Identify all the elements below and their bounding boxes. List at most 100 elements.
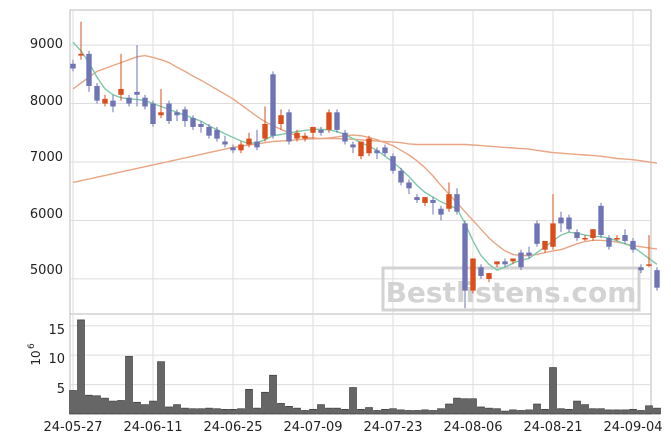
volume-bar	[237, 408, 245, 415]
candle-body	[550, 223, 556, 247]
volume-bar	[421, 409, 429, 415]
candle-down	[566, 214, 572, 233]
candle-down	[454, 188, 460, 215]
candle-up	[494, 261, 500, 268]
candle-down	[414, 194, 420, 203]
volume-bar	[269, 374, 277, 415]
volume-bar	[173, 404, 181, 415]
volume-bar	[629, 408, 637, 415]
candle-down	[534, 220, 540, 247]
candle-down	[142, 94, 148, 110]
candle-up	[582, 235, 588, 241]
candle-body	[542, 240, 548, 250]
candle-down	[230, 144, 236, 154]
candle-down	[174, 109, 180, 122]
x-tick-label: 24-06-25	[203, 420, 262, 435]
candle-body	[502, 261, 508, 265]
volume-bar	[533, 403, 541, 415]
candle-down	[110, 94, 116, 113]
candle-down	[166, 100, 172, 124]
candle-down	[502, 258, 508, 268]
candle-body	[534, 223, 540, 244]
candle-body	[302, 135, 308, 139]
volume-bar	[397, 409, 405, 415]
volume-bar	[165, 406, 173, 415]
candle-down	[638, 264, 644, 274]
candle-body	[102, 98, 108, 104]
candle-body	[510, 258, 516, 262]
volume-bars	[69, 319, 661, 415]
watermark: Bestlistens.com	[381, 266, 641, 312]
candle-body	[142, 97, 148, 107]
candle-body	[230, 147, 236, 151]
volume-bar	[189, 408, 197, 415]
candlesticks	[70, 21, 660, 309]
candle-down	[254, 129, 260, 151]
volume-y-tick-label: 5	[57, 382, 65, 397]
volume-bar	[573, 400, 581, 415]
watermark-box	[381, 266, 641, 312]
volume-bar	[645, 405, 653, 415]
volume-unit-exponent: 6	[27, 343, 37, 349]
candle-body	[254, 141, 260, 148]
candle-up	[550, 194, 556, 250]
volume-bar	[109, 400, 117, 415]
candle-up	[358, 141, 364, 160]
candle-up	[470, 258, 476, 294]
candle-down	[478, 264, 484, 279]
candle-body	[558, 217, 564, 224]
candle-down	[598, 202, 604, 238]
candle-body	[646, 264, 652, 266]
candle-body	[262, 124, 268, 139]
volume-bar	[229, 408, 237, 415]
candle-down	[206, 124, 212, 139]
y-tick-label: 8000	[30, 94, 63, 109]
volume-bar	[213, 408, 221, 415]
candle-body	[326, 112, 332, 130]
candle-body	[294, 132, 300, 139]
volume-bar	[277, 403, 285, 415]
volume-bar	[493, 408, 501, 415]
candle-down	[526, 246, 532, 259]
candle-up	[118, 53, 124, 101]
candle-up	[614, 235, 620, 241]
volume-y-tick-label: 15	[48, 323, 65, 338]
volume-bar	[621, 409, 629, 415]
x-tick-label: 24-09-04	[603, 420, 662, 435]
volume-bar	[461, 398, 469, 415]
volume-bar	[605, 409, 613, 415]
volume-bar	[133, 401, 141, 415]
candle-down	[630, 238, 636, 253]
candle-up	[310, 126, 316, 139]
candle-body	[598, 205, 604, 236]
candle-body	[630, 240, 636, 250]
candle-body	[126, 97, 132, 104]
candle-up	[246, 132, 252, 148]
candle-body	[94, 86, 100, 101]
candle-body	[350, 144, 356, 148]
candle-up	[422, 197, 428, 206]
candle-body	[118, 88, 124, 95]
volume-bar	[413, 410, 421, 415]
volume-bar	[653, 407, 661, 415]
candle-body	[414, 197, 420, 200]
candle-body	[206, 126, 212, 136]
x-tick-label: 24-07-09	[283, 420, 342, 435]
volume-bar	[349, 387, 357, 415]
candle-body	[390, 156, 396, 171]
y-tick-label: 7000	[30, 150, 63, 165]
candle-up	[102, 94, 108, 107]
candle-body	[398, 170, 404, 183]
candle-down	[94, 83, 100, 104]
volume-bar	[509, 409, 517, 415]
candle-down	[606, 235, 612, 250]
candle-body	[70, 63, 76, 69]
candle-body	[134, 91, 140, 95]
candle-down	[654, 267, 660, 291]
candle-down	[438, 205, 444, 221]
candle-up	[646, 235, 652, 268]
candle-down	[574, 229, 580, 241]
volume-bar	[101, 397, 109, 415]
volume-bar	[157, 361, 165, 415]
